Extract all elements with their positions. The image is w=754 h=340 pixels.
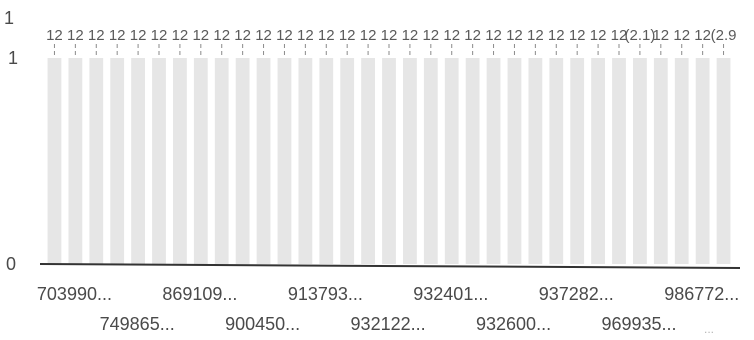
x-tick-label-1: 749865... — [100, 314, 175, 334]
data-label-0: 12 — [46, 27, 63, 44]
bar-7 — [193, 58, 208, 264]
bar-13 — [319, 58, 334, 264]
bar-30 — [674, 58, 689, 264]
bar-5 — [152, 58, 166, 264]
bar-15 — [361, 58, 375, 264]
x-tick-label-0: 703990... — [37, 284, 112, 304]
data-label-32: (2.9 — [711, 27, 737, 44]
data-label-21: 12 — [485, 27, 502, 44]
bar-6 — [173, 58, 187, 264]
x-tick-label-9: 969935... — [601, 314, 676, 334]
bar-4 — [131, 58, 145, 264]
data-label-20: 12 — [464, 27, 481, 44]
data-label-6: 12 — [172, 27, 189, 44]
bar-27 — [612, 58, 626, 264]
bar-0 — [47, 58, 62, 264]
data-label-9: 12 — [234, 27, 251, 44]
bar-2 — [89, 58, 104, 264]
bar-22 — [507, 58, 522, 264]
x-tick-label-7: 932600... — [476, 314, 551, 334]
data-label-7: 12 — [192, 27, 209, 44]
data-label-13: 12 — [318, 27, 335, 44]
bar-11 — [277, 58, 292, 264]
data-label-8: 12 — [213, 27, 230, 44]
bar-19 — [444, 58, 459, 264]
bar-12 — [298, 58, 313, 264]
bar-3 — [110, 58, 125, 264]
bar-21 — [486, 58, 501, 264]
bar-14 — [340, 58, 355, 264]
overflow-indicator: ... — [704, 322, 715, 336]
y-tick-label-1: 1 — [8, 48, 18, 68]
bar-9 — [235, 58, 250, 264]
data-label-11: 12 — [276, 27, 293, 44]
data-label-22: 12 — [506, 27, 523, 44]
data-label-4: 12 — [130, 27, 147, 44]
bar-29 — [653, 58, 668, 264]
y-tick-label-0: 0 — [6, 254, 16, 274]
data-label-18: 12 — [422, 27, 439, 44]
data-label-14: 12 — [339, 27, 356, 44]
bars-layer — [47, 58, 731, 264]
x-axis-line — [39, 263, 741, 269]
data-label-25: 12 — [569, 27, 586, 44]
bar-32 — [716, 58, 731, 264]
bar-24 — [549, 58, 564, 264]
data-label-3: 12 — [109, 27, 126, 44]
data-label-2: 12 — [88, 27, 105, 44]
data-label-19: 12 — [443, 27, 460, 44]
data-label-29: 12 — [652, 27, 669, 44]
data-label-23: 12 — [527, 27, 544, 44]
data-label-5: 12 — [151, 27, 168, 44]
bar-26 — [591, 58, 605, 264]
data-label-24: 12 — [548, 27, 565, 44]
bar-28 — [633, 58, 647, 264]
data-label-17: 12 — [402, 27, 419, 44]
bar-20 — [465, 58, 480, 264]
data-label-30: 12 — [673, 27, 690, 44]
bar-25 — [570, 58, 585, 264]
bar-1 — [68, 58, 83, 264]
x-tick-labels-layer: 703990... 749865... 869109... 900450... 9137… — [37, 284, 739, 334]
bar-16 — [382, 58, 396, 264]
bar-8 — [214, 58, 229, 264]
x-tick-label-8: 937282... — [539, 284, 614, 304]
x-tick-label-4: 913793... — [288, 284, 363, 304]
bar-17 — [403, 58, 417, 264]
data-label-16: 12 — [381, 27, 398, 44]
bar-10 — [256, 58, 271, 264]
data-label-1: 12 — [67, 27, 84, 44]
x-tick-label-3: 900450... — [225, 314, 300, 334]
data-label-10: 12 — [255, 27, 272, 44]
x-tick-label-6: 932401... — [413, 284, 488, 304]
x-tick-label-5: 932122... — [351, 314, 426, 334]
data-label-31: 12 — [694, 27, 711, 44]
data-label-12: 12 — [297, 27, 314, 44]
y-axis-top-label: 1 — [4, 8, 14, 28]
data-labels-layer: 12 12 12 12 12 12 12 12 12 12 12 12 12 12 12 12 12 12 12 12… — [46, 27, 736, 58]
bar-31 — [695, 58, 710, 264]
bar-18 — [423, 58, 438, 264]
x-tick-label-10: 986772... — [664, 284, 739, 304]
bar-23 — [528, 58, 543, 264]
data-label-28: (2.1) — [624, 27, 655, 44]
data-label-15: 12 — [360, 27, 377, 44]
x-tick-label-2: 869109... — [162, 284, 237, 304]
data-label-27: 12 — [611, 27, 628, 44]
data-label-26: 12 — [590, 27, 607, 44]
